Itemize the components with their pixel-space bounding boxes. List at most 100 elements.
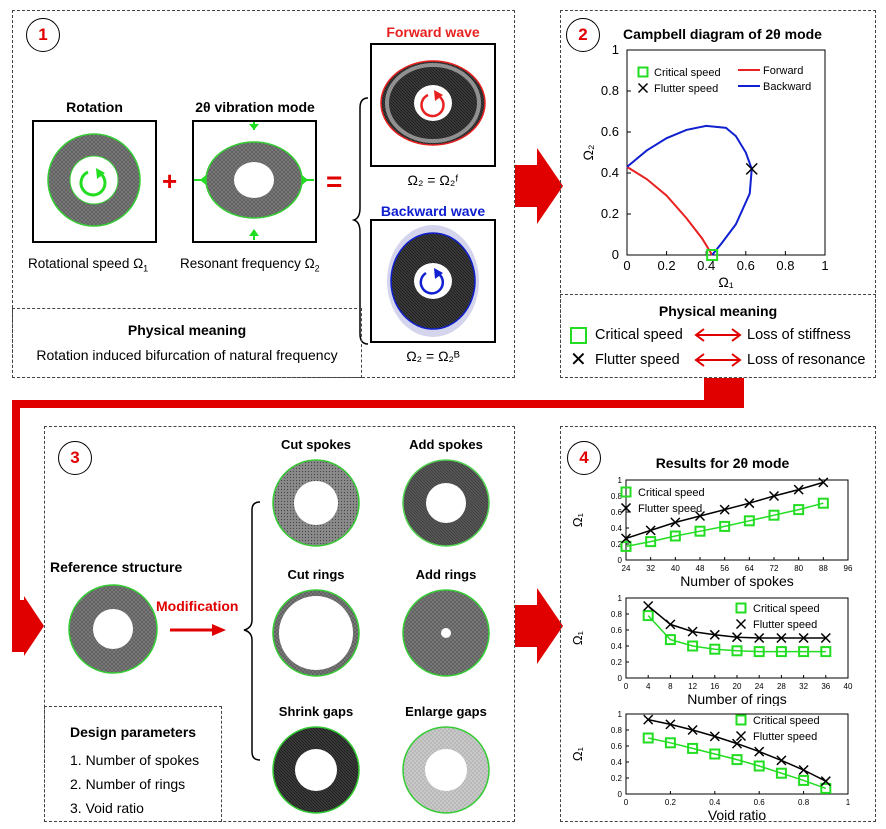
- panel-1-meaning-title: Physical meaning: [127, 322, 247, 338]
- x-axis-label: Number of rings: [687, 691, 787, 706]
- x-tick-label: 0: [624, 798, 629, 807]
- forward-title: Forward wave: [386, 24, 480, 40]
- vibration-mode-figure: [194, 122, 314, 240]
- flutter-speed-point: [694, 510, 706, 522]
- flutter-speed-point: [820, 776, 831, 787]
- x-tick-label: 4: [646, 682, 651, 691]
- y-tick-label: 1: [618, 594, 623, 603]
- x-tick-label: 0.6: [737, 258, 755, 273]
- flutter-speed-point: [754, 632, 765, 644]
- flutter-speed-point: [665, 619, 676, 630]
- flutter-speed-point: [768, 490, 780, 502]
- campbell-title: Campbell diagram of 2θ mode: [623, 26, 822, 42]
- x-tick-label: 0.4: [709, 798, 721, 807]
- mode-title: 2θ vibration mode: [195, 99, 315, 115]
- x-tick-label: 0.2: [665, 798, 677, 807]
- critical-speed-point: [642, 610, 654, 622]
- critical-speed-point: [731, 754, 743, 766]
- y-tick-label: 0.4: [611, 758, 623, 767]
- cut-spokes-disc: [272, 459, 360, 547]
- design-param-item: 3. Void ratio: [70, 800, 144, 816]
- flutter-speed-point: [793, 484, 804, 495]
- y-tick-label: 0.4: [601, 165, 619, 180]
- x-tick-label: 0.4: [697, 258, 715, 273]
- critical-speed-point: [817, 497, 829, 509]
- x-tick-label: 20: [733, 682, 742, 691]
- option-cut-spokes-label: Cut spokes: [280, 437, 352, 452]
- y-tick-label: 0.6: [611, 626, 623, 635]
- results-rings-chart: 0 4 8 12 16 20 24 28 32 36 40 0 0.2 0.4 0.6 0.8 1 Number …: [570, 594, 853, 706]
- y-tick-label: 0: [612, 247, 619, 262]
- flutter-speed-point: [709, 731, 720, 742]
- y-tick-label: 0: [618, 674, 623, 683]
- flutter-speed-point: [818, 477, 829, 488]
- plot-frame: [626, 49, 826, 256]
- critical-square-icon: [570, 327, 587, 344]
- x-tick-label: 28: [777, 682, 786, 691]
- critical-speed-point: [687, 742, 699, 754]
- option-enlarge-gaps-label: Enlarge gaps: [405, 704, 487, 719]
- x-axis-label: Void ratio: [708, 807, 767, 823]
- flutter-speed-point: [754, 746, 765, 757]
- flutter-speed-point: [687, 626, 698, 637]
- legend-flutter-label: Flutter speed: [638, 503, 702, 515]
- x-tick-label: 64: [745, 564, 754, 573]
- x-tick-label: 36: [821, 682, 830, 691]
- x-tick-label: 0.8: [776, 258, 794, 273]
- panel-3-badge: 3: [58, 441, 92, 475]
- panel-4-badge: 4: [567, 441, 601, 475]
- flutter-speed-point: [744, 498, 755, 509]
- add-spokes-disc: [402, 459, 490, 547]
- mode-box: [192, 120, 317, 243]
- legend-critical-label: Critical speed: [753, 715, 820, 727]
- rotating-disc-figure: [47, 133, 141, 227]
- modification-label: Modification: [156, 598, 239, 614]
- flutter-speed-point: [820, 632, 831, 644]
- critical-speed-point: [743, 515, 755, 527]
- results-spokes-chart: 24 32 40 48 56 64 72 80 88 96 0 0.2 0.4 0.6 0.8 1 Number…: [570, 476, 853, 589]
- panel-1-meaning-text: Rotation induced bifurcation of natural …: [36, 347, 338, 363]
- flutter-speed-marker: [745, 162, 758, 175]
- backward-box: [370, 219, 496, 343]
- legend-flutter-marker: [735, 730, 747, 742]
- y-tick-label: 0.2: [601, 206, 619, 221]
- plus-sign: +: [162, 166, 178, 196]
- flutter-speed-point: [643, 600, 654, 612]
- x-tick-label: 24: [755, 682, 764, 691]
- option-cut-rings-label: Cut rings: [287, 567, 345, 582]
- panel-2-meaning-box: [560, 294, 876, 378]
- legend-forward-label: Forward: [763, 65, 803, 77]
- legend-flutter-label: Flutter speed: [753, 619, 817, 631]
- critical-speed-point: [664, 737, 676, 749]
- cut-rings-disc: [272, 589, 360, 677]
- legend-critical-label: Critical speed: [753, 603, 820, 615]
- y-tick-label: 0: [618, 790, 623, 799]
- shrink-gaps-disc: [272, 726, 360, 814]
- results-void-chart: 0 0.2 0.4 0.6 0.8 1 0 0.2 0.4 0.6 0.8 1 Void ratio Ω₁…: [570, 710, 851, 823]
- modification-arrow: [170, 624, 226, 636]
- critical-meaning: Loss of stiffness: [747, 327, 851, 343]
- panel-2-badge: 2: [566, 18, 600, 52]
- flutter-label: Flutter speed: [595, 352, 680, 368]
- double-arrow-icon: [694, 328, 742, 342]
- x-tick-label: 0.8: [798, 798, 810, 807]
- x-tick-label: 0.6: [754, 798, 766, 807]
- y-tick-label: 0: [618, 556, 623, 565]
- x-tick-label: 40: [844, 682, 853, 691]
- flutter-speed-point: [709, 629, 720, 640]
- y-tick-label: 0.8: [611, 492, 623, 501]
- flutter-speed-point: [665, 719, 676, 730]
- equals-sign: =: [326, 166, 343, 197]
- critical-speed-point: [664, 634, 676, 646]
- critical-speed-line: [625, 502, 824, 548]
- panel-3: [44, 426, 515, 822]
- campbell-chart: 0 0.2 0.4 0.6 0.8 1 0 0.2 0.4 0.6 0.8 1 Ω₁ Ω₂ Critical…: [580, 42, 829, 290]
- backward-title: Backward wave: [380, 203, 486, 219]
- x-tick-label: 0.2: [658, 258, 676, 273]
- legend-critical-marker: [735, 714, 747, 726]
- y-tick-label: 0.2: [611, 540, 623, 549]
- critical-speed-point: [719, 520, 731, 532]
- y-tick-label: 0.8: [601, 83, 619, 98]
- flutter-speed-point: [776, 755, 787, 766]
